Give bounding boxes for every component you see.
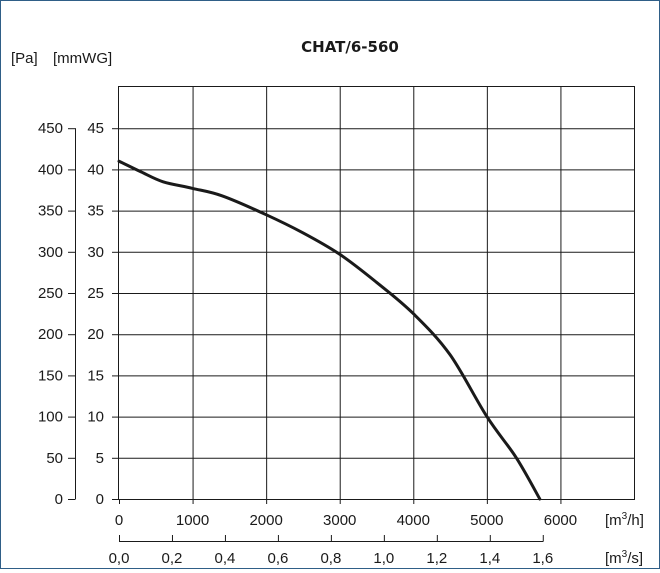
fan-curve-line (117, 159, 542, 501)
x-tick-label-m3h: 2000 (249, 512, 282, 529)
x-tick-label-m3h: 5000 (470, 512, 503, 529)
y-tick-label-pa: 400 (38, 161, 63, 178)
grid-lines (119, 87, 634, 499)
y-tick-label-mmwg: 0 (96, 491, 104, 508)
y-tick-label-mmwg: 25 (87, 285, 104, 302)
x-axis-label-m3s: [m3/s] (605, 549, 643, 567)
y-tick-label-pa: 200 (38, 326, 63, 343)
y-tick-label-mmwg: 30 (87, 244, 104, 261)
x-tick-label-m3s: 1,6 (532, 550, 553, 567)
chart-title: CHAT/6-560 (301, 38, 399, 56)
y-tick-label-pa: 450 (38, 120, 63, 137)
y-tick-label-mmwg: 45 (87, 120, 104, 137)
y-tick-label-mmwg: 35 (87, 203, 104, 220)
x-tick-label-m3s: 0,2 (162, 550, 183, 567)
x-tick-label-m3s: 0,4 (215, 550, 236, 567)
y-tick-label-pa: 100 (38, 409, 63, 426)
x-tick-label-m3h: 6000 (544, 512, 577, 529)
y-tick-label-pa: 300 (38, 244, 63, 261)
x-tick-label-m3s: 1,2 (426, 550, 447, 567)
x-tick-label-m3s: 0,0 (109, 550, 130, 567)
x-tick-label-m3h: 1000 (176, 512, 209, 529)
y-tick-label-pa: 150 (38, 367, 63, 384)
x-tick-label-m3s: 1,4 (479, 550, 500, 567)
x-tick-label-m3s: 1,0 (373, 550, 394, 567)
y-axis-label-mmwg: [mmWG] (53, 50, 112, 67)
x-tick-label-m3h: 4000 (397, 512, 430, 529)
y-axis-label-pa: [Pa] (11, 50, 38, 67)
y-tick-label-mmwg: 40 (87, 161, 104, 178)
y-tick-label-pa: 350 (38, 203, 63, 220)
y-tick-label-mmwg: 5 (96, 450, 104, 467)
x-tick-label-m3h: 0 (115, 512, 123, 529)
axes: 0501001502002503003504004500510152025303… (38, 120, 577, 567)
y-tick-label-pa: 50 (46, 450, 63, 467)
y-tick-label-mmwg: 15 (87, 367, 104, 384)
x-tick-label-m3s: 0,6 (267, 550, 288, 567)
y-tick-label-mmwg: 10 (87, 409, 104, 426)
y-tick-label-pa: 250 (38, 285, 63, 302)
x-tick-label-m3h: 3000 (323, 512, 356, 529)
y-tick-label-mmwg: 20 (87, 326, 104, 343)
y-tick-label-pa: 0 (55, 491, 63, 508)
x-tick-label-m3s: 0,8 (320, 550, 341, 567)
x-axis-label-m3h: [m3/h] (605, 511, 644, 529)
